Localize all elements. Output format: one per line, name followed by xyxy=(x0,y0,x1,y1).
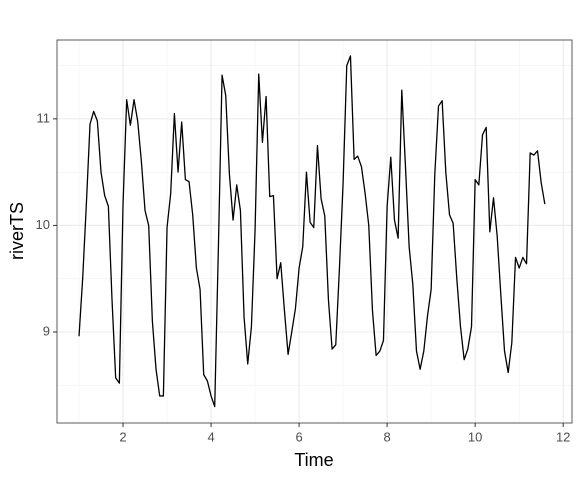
panel-border xyxy=(56,39,573,424)
x-axis-title: Time xyxy=(294,450,333,470)
y-tick-label: 11 xyxy=(37,110,51,125)
x-tick-label: 8 xyxy=(384,429,391,444)
x-tick-label: 10 xyxy=(468,429,482,444)
y-axis-title: riverTS xyxy=(7,202,27,260)
x-tick-label: 12 xyxy=(556,429,570,444)
x-tick-label: 6 xyxy=(295,429,302,444)
x-tick-label: 2 xyxy=(119,429,126,444)
data-line xyxy=(78,55,546,408)
y-tick-label: 9 xyxy=(43,323,50,338)
y-tick-label: 10 xyxy=(36,217,50,232)
x-tick-label: 4 xyxy=(207,429,214,444)
